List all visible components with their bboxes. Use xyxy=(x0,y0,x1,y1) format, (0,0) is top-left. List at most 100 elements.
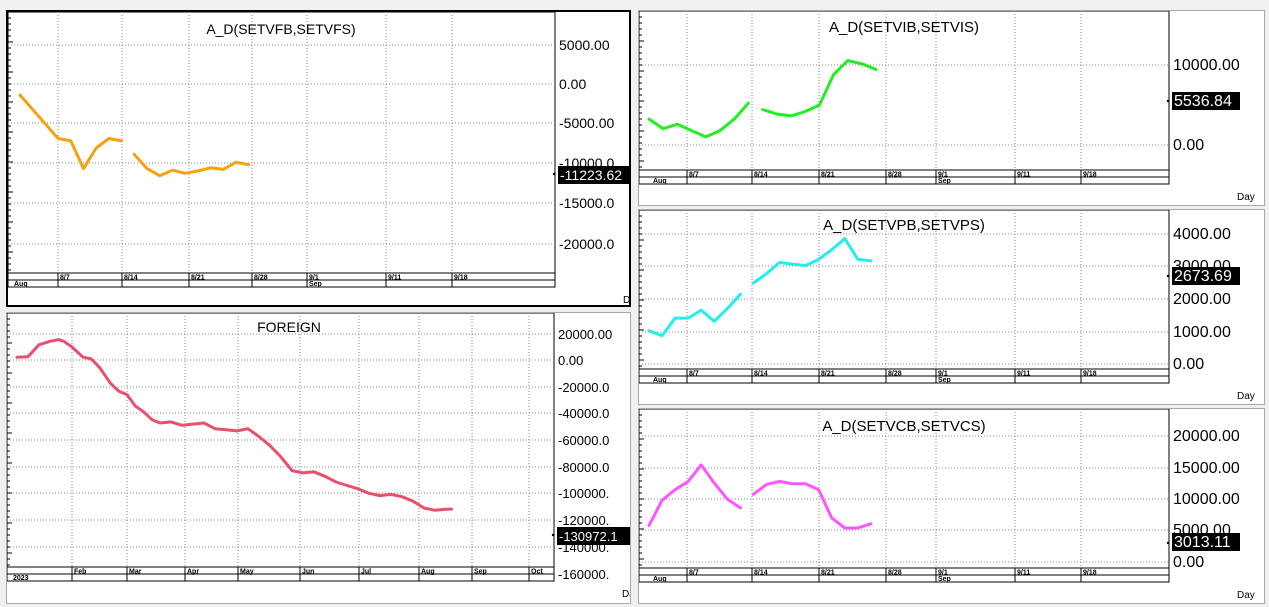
series-line xyxy=(15,338,453,512)
plot-area xyxy=(8,12,556,288)
plot-area xyxy=(639,11,1170,185)
series-line xyxy=(647,292,742,338)
x-month-label: Sep xyxy=(309,281,322,288)
x-tick-label: 9/18 xyxy=(1083,570,1097,577)
y-tick-label: -5000.00 xyxy=(559,115,614,131)
period-label: Day xyxy=(622,589,631,600)
x-tick-label: 9/11 xyxy=(1017,172,1030,179)
x-tick-label: Feb xyxy=(74,569,86,576)
series-line xyxy=(647,463,742,528)
last-value-marker xyxy=(1166,541,1170,545)
x-tick-label: 8/21 xyxy=(821,172,835,179)
x-tick-label: Mar xyxy=(129,569,142,576)
chart-panel-setvf[interactable]: 8/7 8/14 8/21 8/28 9/1 9/11 9/18 Aug Sep A_D(SETV… xyxy=(6,10,631,307)
x-tick-label: 8/28 xyxy=(254,275,268,282)
y-tick-label: -100000. xyxy=(558,486,609,501)
y-tick-label: 5000.00 xyxy=(559,37,610,53)
last-value-marker xyxy=(1166,274,1170,278)
chart-panel-setvp[interactable]: 8/7 8/14 8/21 8/28 9/1 9/11 9/18 Aug Sep A_D(SETV… xyxy=(638,209,1265,405)
y-tick-label: -160000. xyxy=(558,567,609,582)
y-tick-label: 0.00 xyxy=(1173,554,1204,571)
x-tick-label: 9/18 xyxy=(1083,371,1097,378)
x-tick-label: 8/28 xyxy=(888,570,902,577)
chart-svg-setvf: 8/7 8/14 8/21 8/28 9/1 9/11 9/18 Aug Sep A_D(SETV… xyxy=(8,12,631,306)
period-label: Day xyxy=(623,295,631,306)
x-tick-label: Oct xyxy=(531,569,543,576)
y-tick-label: -40000.0 xyxy=(558,406,609,421)
y-tick-label: 1000.00 xyxy=(1173,324,1231,341)
chart-title: A_D(SETVCB,SETVCS) xyxy=(822,418,985,435)
series-line xyxy=(132,152,251,178)
last-value-label: -130972.1 xyxy=(559,529,618,544)
x-month-label: Aug xyxy=(653,377,667,384)
last-value-label: 2673.69 xyxy=(1174,268,1232,285)
x-tick-label: 9/11 xyxy=(1017,570,1030,577)
x-tick-label: Aug xyxy=(421,569,435,576)
last-value-box xyxy=(1172,533,1240,551)
x-tick-label: 9/1 xyxy=(938,371,948,378)
last-value-marker xyxy=(551,533,555,537)
x-tick-label: 9/1 xyxy=(938,172,948,179)
x-tick-label: 8/21 xyxy=(821,371,835,378)
last-value-label: 3013.11 xyxy=(1174,534,1231,551)
y-tick-label: 0.00 xyxy=(559,76,586,92)
y-tick-label: -80000.0 xyxy=(558,460,609,475)
x-month-label: Aug xyxy=(14,281,28,288)
x-tick-label: 8/14 xyxy=(754,172,768,179)
chart-svg-setvi: 8/7 8/14 8/21 8/28 9/1 9/11 9/18 Aug Sep A_D(SETV… xyxy=(639,11,1255,203)
last-value-box xyxy=(557,527,630,545)
y-tick-label: 0.00 xyxy=(1173,137,1204,154)
x-tick-label: 9/1 xyxy=(309,275,319,282)
x-tick-label: Apr xyxy=(187,569,199,576)
y-tick-label: -15000.0 xyxy=(559,195,614,211)
x-tick-label: 8/7 xyxy=(60,275,70,282)
x-tick-label: May xyxy=(240,569,254,576)
period-label: Day xyxy=(1237,590,1255,601)
chart-title: A_D(SETVIB,SETVIS) xyxy=(829,19,979,36)
chart-svg-foreign: Feb Mar Apr May Jun Jul Aug Sep Oct 2023 FOREIGN 20… xyxy=(7,313,631,600)
y-tick-label: 10000.00 xyxy=(1173,57,1240,74)
x-tick-label: 8/28 xyxy=(888,371,902,378)
series-line xyxy=(751,237,873,285)
last-value-box xyxy=(1172,267,1240,285)
y-tick-label: 0.00 xyxy=(1173,356,1204,373)
chart-title: A_D(SETVPB,SETVPS) xyxy=(823,217,985,234)
last-value-box xyxy=(558,166,629,184)
period-label: Day xyxy=(1237,192,1255,203)
plot-area xyxy=(7,313,555,582)
x-month-label: 2023 xyxy=(13,575,29,582)
x-tick-label: Jul xyxy=(361,569,371,576)
last-value-marker xyxy=(1166,99,1170,103)
x-tick-label: 8/28 xyxy=(888,172,902,179)
chart-panel-setvi[interactable]: 8/7 8/14 8/21 8/28 9/1 9/11 9/18 Aug Sep A_D(SETV… xyxy=(638,10,1265,206)
period-label: Day xyxy=(1237,391,1255,402)
y-tick-label: -120000. xyxy=(558,513,609,528)
x-tick-label: 9/11 xyxy=(1017,371,1030,378)
x-tick-label: 8/14 xyxy=(124,275,138,282)
x-tick-label: Sep xyxy=(474,569,487,576)
chart-panel-foreign[interactable]: Feb Mar Apr May Jun Jul Aug Sep Oct 2023 FOREIGN 20… xyxy=(6,312,631,604)
x-tick-label: 8/14 xyxy=(754,371,768,378)
x-tick-label: 8/21 xyxy=(191,275,205,282)
chart-panel-setvc[interactable]: 8/7 8/14 8/21 8/28 9/1 9/11 9/18 Aug Sep A_D(SETV… xyxy=(638,408,1265,604)
x-tick-label: 9/18 xyxy=(1083,172,1097,179)
chart-title: FOREIGN xyxy=(257,319,321,335)
y-tick-label: -20000.0 xyxy=(558,380,609,395)
x-tick-label: 9/18 xyxy=(454,275,468,282)
x-tick-label: 9/11 xyxy=(388,275,401,282)
series-line xyxy=(18,93,124,171)
x-month-label: Aug xyxy=(653,178,667,185)
chart-title: A_D(SETVFB,SETVFS) xyxy=(206,21,355,37)
y-tick-label: -60000.0 xyxy=(558,433,609,448)
x-month-label: Sep xyxy=(938,377,951,384)
x-tick-label: 8/14 xyxy=(754,570,768,577)
x-tick-label: 8/7 xyxy=(689,570,699,577)
x-month-label: Aug xyxy=(653,576,667,583)
y-tick-label: 15000.00 xyxy=(1173,460,1240,477)
x-tick-label: 8/21 xyxy=(821,570,835,577)
last-value-marker xyxy=(552,172,556,176)
chart-svg-setvp: 8/7 8/14 8/21 8/28 9/1 9/11 9/18 Aug Sep A_D(SETV… xyxy=(639,210,1255,402)
series-line xyxy=(751,479,873,530)
x-tick-label: Jun xyxy=(302,569,314,576)
y-tick-label: 20000.00 xyxy=(558,327,612,342)
